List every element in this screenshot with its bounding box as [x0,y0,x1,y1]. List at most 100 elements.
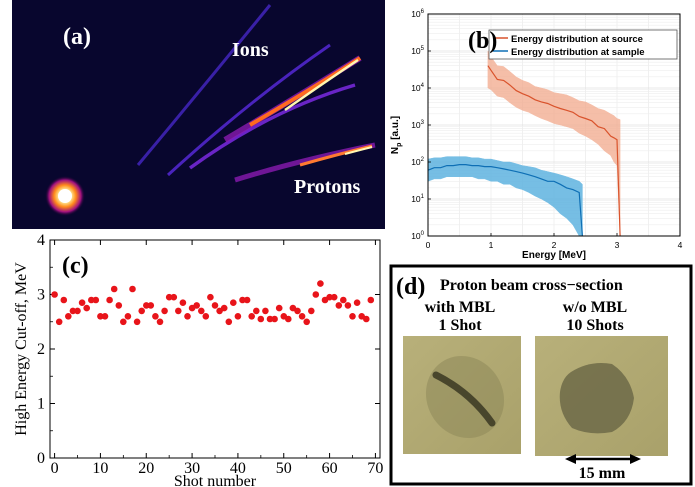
data-point [115,302,123,309]
data-point [335,302,343,309]
data-point [312,291,320,298]
data-point [353,299,361,307]
data-point [138,307,145,315]
y-tick-label: 100 [411,231,424,241]
data-point [271,315,278,323]
data-point [344,302,352,309]
data-point [257,315,265,323]
data-point [161,307,168,315]
panel-d: (d) Proton beam cross−section with MBL 1… [389,264,693,486]
panel-c-label: (c) [62,253,89,279]
data-point [262,307,269,315]
data-point [175,307,182,315]
panel-b-label: (b) [468,28,497,54]
data-point [133,318,141,326]
x-tick-label: 30 [184,460,200,477]
data-point [275,304,283,312]
x-tick-label: 3 [615,240,620,250]
data-point [110,285,118,293]
scale-bar-label: 15 mm [579,465,626,482]
data-point [317,280,324,287]
x-tick-label: 70 [367,460,383,477]
y-tick-label: 3 [37,287,45,304]
protons-label: Protons [294,176,361,198]
x-tick-label: 0 [51,460,59,477]
ion-track-2 [166,43,331,177]
data-point [156,318,164,326]
energy-spectrum-ylabel: Np [a.u.] [390,116,403,154]
data-point [193,302,200,309]
panel-d-title: Proton beam cross−section [440,277,623,294]
data-point [211,302,219,309]
x-tick-label: 1 [489,240,494,250]
data-point [308,307,315,315]
data-point [220,304,228,312]
y-tick-label: 104 [411,83,424,93]
proton-track-hot [344,146,373,155]
data-point [165,293,173,301]
cutoff-chart-xlabel: Shot number [174,473,257,487]
data-point [74,307,81,315]
x-tick-label: 2 [552,240,557,250]
series-line-0 [487,65,621,237]
data-point [239,296,246,304]
data-point [225,318,233,326]
data-point [303,318,311,326]
x-tick-label: 0 [426,240,431,250]
energy-spectrum-bands [427,50,621,237]
x-tick-label: 60 [322,460,338,477]
beam-spot-without-mbl [559,363,634,434]
data-point [184,313,191,320]
cutoff-chart-ylabel: High Energy Cut-off, MeV [13,262,30,436]
series-line-1 [427,164,583,237]
ion-track-1 [136,4,272,166]
cutoff-chart-frame [49,239,381,459]
data-point [101,313,109,320]
data-point [65,313,72,320]
ylabel-unit: [a.u.] [390,116,401,143]
y-tick-label: 102 [411,157,424,167]
energy-spectrum-legend: Energy distribution at source Energy dis… [488,29,678,60]
data-point [51,291,58,298]
data-point [363,315,370,323]
data-point [207,293,214,301]
data-point [330,293,338,301]
energy-spectrum-ticks: 0 1 2 3 4 100 101 102 103 104 105 106 [411,9,682,250]
data-point [298,313,306,320]
ion-track-3 [188,83,356,170]
x-tick-label: 40 [230,460,246,477]
panel-a-label: (a) [63,24,91,50]
data-point [326,293,333,301]
x-tick-label: 10 [92,460,108,477]
y-tick-label: 105 [411,46,424,56]
y-tick-label: 4 [37,232,45,249]
data-point [349,313,356,320]
data-point [152,313,159,320]
series-band-1 [427,156,583,237]
data-point [69,307,77,315]
data-point [147,302,155,309]
proton-track-core [299,144,373,167]
right-caption-line1: w/o MBL [563,299,627,316]
data-point [55,318,63,326]
data-point [106,296,113,304]
x-tick-label: 4 [678,240,683,250]
energy-spectrum-xlabel: Energy [MeV] [522,250,586,261]
scale-bar-right-arrow [630,454,641,464]
y-tick-label: 2 [37,341,45,358]
data-point [340,296,347,304]
data-point [285,315,292,323]
ions-label: Ions [232,39,269,61]
x-tick-label: 20 [138,460,154,477]
energy-spectrum-lines [427,65,621,237]
y-tick-label: 0 [37,450,45,467]
scale-bar-left-arrow [565,454,576,464]
data-point [78,299,86,307]
ion-stripe-hot [284,58,359,112]
data-point [198,307,205,315]
panel-d-label: (d) [396,274,425,300]
data-point [179,299,187,307]
y-tick-label: 103 [411,120,424,130]
data-point [124,313,132,320]
